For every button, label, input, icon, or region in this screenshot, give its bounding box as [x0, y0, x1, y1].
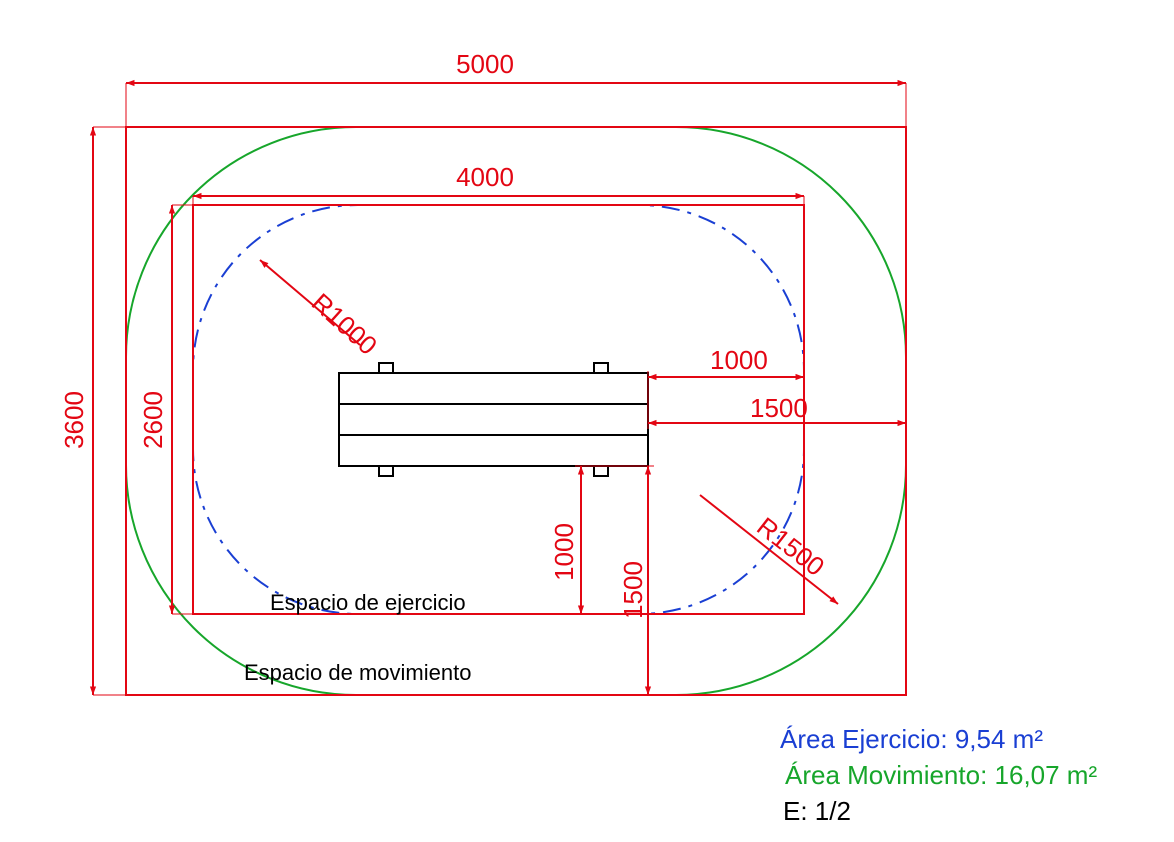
bench-foot: [379, 363, 393, 373]
radius-label: R1500: [751, 511, 830, 582]
dim-label: 4000: [456, 162, 514, 192]
dim-label: 1000: [710, 345, 768, 375]
dim-label: 1500: [618, 561, 648, 619]
bench-outline: [339, 373, 648, 466]
inner-bbox: [193, 205, 804, 614]
area-exercise: Área Ejercicio: 9,54 m²: [780, 724, 1043, 754]
dim-label: 2600: [138, 391, 168, 449]
dim-label: 1500: [750, 393, 808, 423]
exercise-zone: [193, 205, 804, 614]
bench-foot: [379, 466, 393, 476]
dim-label: 1000: [549, 523, 579, 581]
scale-label: E: 1/2: [783, 796, 851, 826]
dim-label: 3600: [59, 391, 89, 449]
dim-label: 5000: [456, 49, 514, 79]
bench-foot: [594, 363, 608, 373]
bench-foot: [594, 466, 608, 476]
exercise-label: Espacio de ejercicio: [270, 590, 466, 615]
area-movement: Área Movimiento: 16,07 m²: [785, 760, 1097, 790]
movement-label: Espacio de movimiento: [244, 660, 471, 685]
radius-label: R1000: [306, 287, 383, 361]
